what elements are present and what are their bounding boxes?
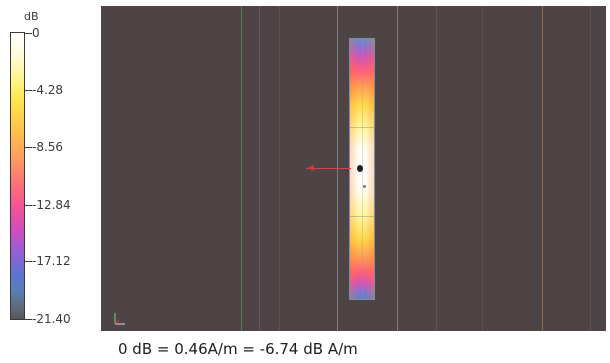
legend-label-1: -4.28 — [32, 83, 64, 97]
color-scale-legend: dB 0 -4.28 -8.56 -12.84 -17.12 -21.40 — [0, 0, 100, 335]
probe-arrow-icon — [307, 165, 314, 171]
peak-marker-icon — [357, 165, 363, 172]
axis-origin-icon — [114, 313, 125, 325]
legend-unit-label: dB — [24, 10, 39, 23]
legend-color-bar — [10, 32, 25, 320]
grid-line — [590, 6, 591, 331]
grid-line — [279, 6, 280, 331]
scale-reference-caption: 0 dB = 0.46A/m = -6.74 dB A/m — [118, 340, 358, 358]
legend-label-3: -12.84 — [32, 198, 71, 212]
probe-indicator-line — [306, 168, 351, 169]
grid-line — [241, 6, 242, 331]
grid-line — [397, 6, 398, 331]
hotspot-grid-line — [350, 127, 374, 128]
grid-line — [259, 6, 260, 331]
legend-tick — [25, 147, 32, 148]
scan-field — [101, 6, 606, 331]
legend-tick — [25, 90, 32, 91]
legend-label-5: -21.40 — [32, 312, 71, 326]
legend-label-2: -8.56 — [32, 140, 64, 154]
grid-line — [482, 6, 483, 331]
probe-dot-icon — [363, 185, 366, 188]
hotspot-grid-line — [350, 216, 374, 217]
grid-line — [436, 6, 437, 331]
legend-tick — [25, 205, 32, 206]
legend-tick — [25, 319, 32, 320]
legend-tick — [25, 261, 32, 262]
legend-tick — [25, 33, 32, 34]
legend-label-0: 0 — [32, 26, 40, 40]
legend-label-4: -17.12 — [32, 254, 71, 268]
grid-line — [542, 6, 543, 331]
